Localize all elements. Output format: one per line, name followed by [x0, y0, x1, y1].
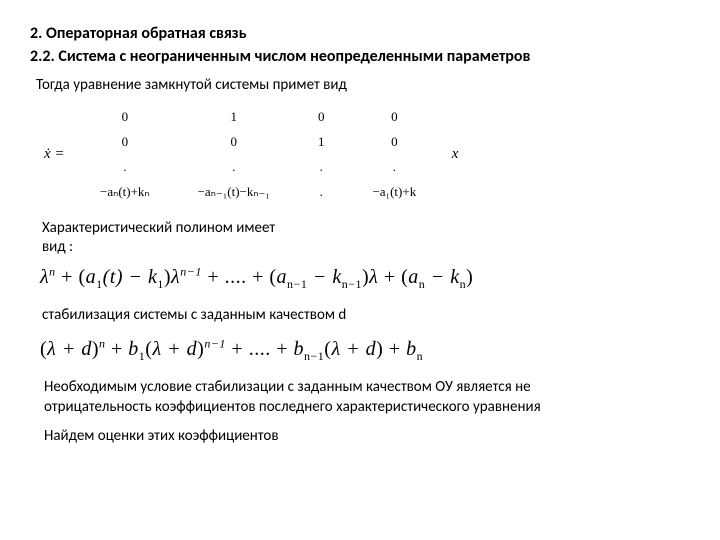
section-heading: 2. Операторная обратная связь — [30, 24, 690, 45]
matrix-body: 01000010....−aₙ(t)+kₙ−aₙ₋₁(t)−kₙ₋₁.−a₁(t… — [76, 105, 440, 205]
matrix-rhs: x — [444, 145, 467, 165]
char-poly-label-line2: вид : — [42, 238, 382, 258]
matrix-cell: −aₙ₋₁(t)−kₙ₋₁ — [174, 180, 294, 205]
matrix-cell: . — [76, 155, 174, 180]
matrix-lhs: ẋ = — [36, 145, 73, 165]
matrix-cell: 0 — [348, 130, 440, 155]
state-matrix-equation: ẋ = 01000010....−aₙ(t)+kₙ−aₙ₋₁(t)−kₙ₋₁.−… — [36, 105, 690, 205]
matrix-cell: 0 — [294, 105, 349, 130]
matrix-cell: 0 — [76, 105, 174, 130]
condition-text-1: Необходимым условие стабилизации с задан… — [44, 378, 604, 417]
shifted-polynomial: (λ + d)n + b1(λ + d)n−1 + .... + bn−1(λ … — [40, 336, 690, 365]
matrix-cell: . — [174, 155, 294, 180]
intro-text: Тогда уравнение замкнутой системы примет… — [36, 76, 690, 96]
matrix-cell: 1 — [294, 130, 349, 155]
matrix-cell: 0 — [76, 130, 174, 155]
stabilization-text: cтабилизация системы с заданным качество… — [42, 306, 690, 326]
subsection-heading: 2.2. Система с неограниченным числом нео… — [30, 47, 690, 68]
matrix-cell: 0 — [174, 130, 294, 155]
matrix-cell: −aₙ(t)+kₙ — [76, 180, 174, 205]
matrix-cell: 0 — [348, 105, 440, 130]
char-poly-label-line1: Характеристический полином имеет — [42, 219, 382, 239]
matrix-cell: 1 — [174, 105, 294, 130]
condition-text-2: Найдем оценки этих коэффициентов — [44, 427, 690, 447]
matrix-cell: . — [348, 155, 440, 180]
characteristic-polynomial: λn + (a1(t) − k1)λn−1 + .... + (an−1 − k… — [40, 264, 690, 293]
matrix-cell: −a₁(t)+k — [348, 180, 440, 205]
matrix-cell: . — [294, 155, 349, 180]
matrix-cell: . — [294, 180, 349, 205]
